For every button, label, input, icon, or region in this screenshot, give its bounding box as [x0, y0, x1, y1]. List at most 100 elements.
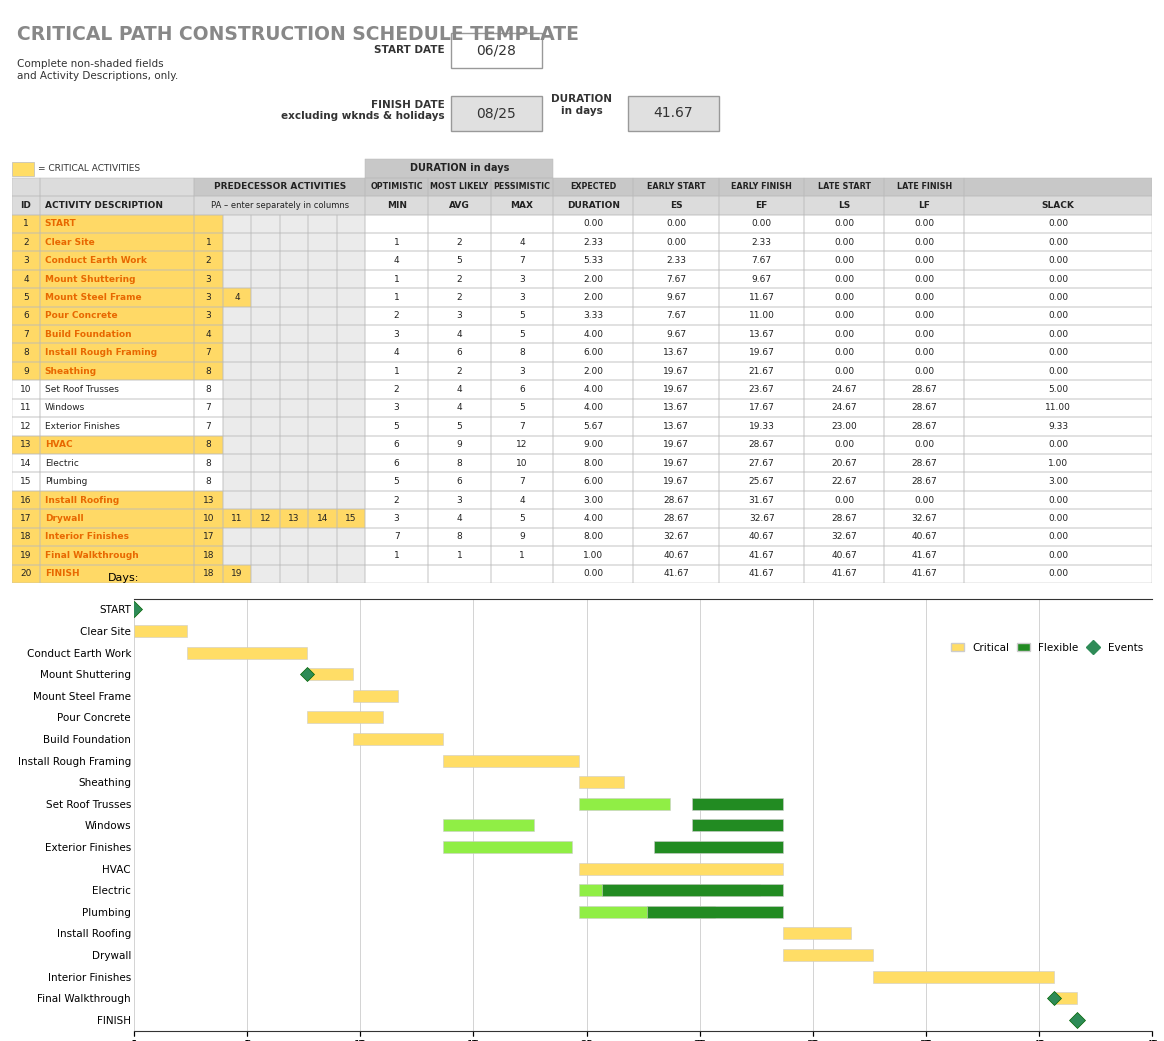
Bar — [194, 547, 222, 564]
Text: Complete non-shaded fields
and Activity Descriptions, only.: Complete non-shaded fields and Activity … — [17, 59, 178, 80]
Bar — [40, 214, 194, 233]
Bar — [251, 435, 279, 454]
Bar — [443, 819, 534, 832]
Bar — [12, 454, 40, 473]
Bar — [40, 417, 194, 435]
Bar — [336, 288, 365, 307]
Bar — [885, 196, 964, 214]
Bar — [428, 233, 491, 251]
Bar — [964, 288, 1152, 307]
Text: 0.00: 0.00 — [914, 220, 935, 228]
Bar — [251, 417, 279, 435]
Bar — [491, 251, 553, 270]
Bar — [40, 509, 194, 528]
Text: 15: 15 — [20, 477, 31, 486]
Bar — [40, 233, 194, 251]
Text: 19.67: 19.67 — [663, 440, 689, 450]
Bar — [964, 307, 1152, 325]
Bar — [633, 196, 719, 214]
Text: 7: 7 — [519, 422, 525, 431]
Text: 8.00: 8.00 — [583, 459, 603, 467]
Text: 6.00: 6.00 — [583, 477, 603, 486]
Bar — [964, 214, 1152, 233]
Bar — [964, 196, 1152, 214]
Text: Install Rough Framing: Install Rough Framing — [44, 348, 157, 357]
Bar — [553, 233, 633, 251]
Text: 2.00: 2.00 — [583, 275, 603, 283]
Bar — [308, 288, 336, 307]
Bar — [553, 380, 633, 399]
Text: 5: 5 — [393, 477, 399, 486]
Bar — [222, 528, 251, 547]
Bar — [194, 417, 222, 435]
Bar — [40, 288, 194, 307]
Text: ES: ES — [669, 201, 682, 210]
Bar — [12, 435, 40, 454]
Bar — [336, 380, 365, 399]
Text: 1.00: 1.00 — [583, 551, 603, 560]
Text: 32.67: 32.67 — [831, 532, 857, 541]
Bar — [194, 344, 222, 362]
Bar — [365, 307, 428, 325]
Bar — [194, 380, 222, 399]
Bar — [40, 233, 194, 251]
Bar — [491, 491, 553, 509]
Bar — [279, 547, 308, 564]
Text: 0.00: 0.00 — [914, 311, 935, 321]
Text: 0.00: 0.00 — [1049, 532, 1069, 541]
Bar — [308, 233, 336, 251]
Bar — [353, 690, 398, 702]
Bar — [365, 196, 428, 214]
Bar — [336, 435, 365, 454]
Bar — [336, 491, 365, 509]
Bar — [365, 196, 428, 214]
Bar — [40, 307, 194, 325]
Text: 28.67: 28.67 — [663, 496, 689, 505]
Bar — [873, 970, 1055, 983]
Bar — [222, 270, 251, 288]
Bar — [222, 251, 251, 270]
Bar — [279, 454, 308, 473]
Text: 13.67: 13.67 — [663, 422, 689, 431]
Bar — [194, 325, 222, 344]
Text: 2: 2 — [206, 256, 211, 265]
Bar — [491, 362, 553, 380]
Bar — [553, 344, 633, 362]
Bar — [964, 325, 1152, 344]
Text: 9.00: 9.00 — [583, 440, 603, 450]
Bar — [964, 435, 1152, 454]
Text: ID: ID — [21, 201, 31, 210]
Text: Exterior Finishes: Exterior Finishes — [44, 422, 120, 431]
Bar — [279, 288, 308, 307]
Bar — [222, 307, 251, 325]
Bar — [428, 196, 491, 214]
Bar — [279, 491, 308, 509]
Bar — [308, 399, 336, 417]
Bar — [885, 509, 964, 528]
Bar — [365, 509, 428, 528]
Bar — [804, 380, 885, 399]
Bar — [40, 362, 194, 380]
Bar — [251, 270, 279, 288]
Bar — [491, 509, 553, 528]
Text: 18: 18 — [20, 532, 31, 541]
Text: 0.00: 0.00 — [914, 440, 935, 450]
Bar — [222, 509, 251, 528]
Bar — [885, 325, 964, 344]
Text: 40.67: 40.67 — [911, 532, 937, 541]
Text: 7.67: 7.67 — [752, 256, 772, 265]
Bar — [491, 454, 553, 473]
Bar — [719, 307, 804, 325]
Bar — [491, 528, 553, 547]
Text: 17.67: 17.67 — [748, 404, 774, 412]
Text: 2.33: 2.33 — [666, 256, 686, 265]
Bar — [719, 270, 804, 288]
Text: 1: 1 — [456, 551, 462, 560]
Bar — [194, 196, 365, 214]
Text: Plumbing: Plumbing — [44, 477, 87, 486]
Bar — [251, 380, 279, 399]
Bar — [12, 399, 40, 417]
Bar — [336, 251, 365, 270]
Text: 0.00: 0.00 — [1049, 348, 1069, 357]
Text: 0.00: 0.00 — [1049, 551, 1069, 560]
